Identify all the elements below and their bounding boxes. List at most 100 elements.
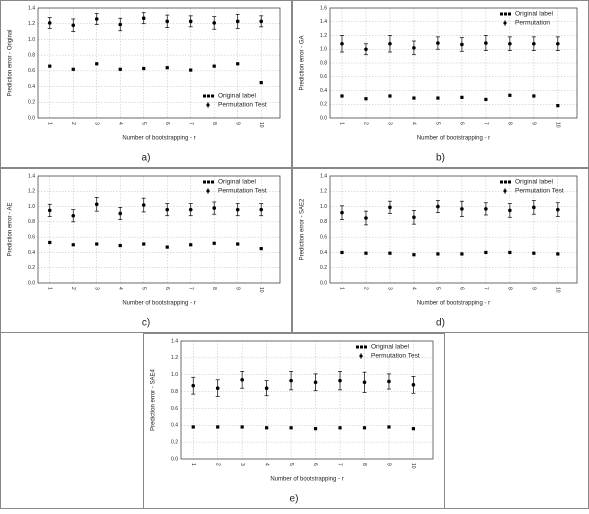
x-tick-label: 9 [531,122,537,125]
point [259,81,263,85]
point [48,240,52,245]
point [340,41,344,46]
y-tick-label: 0.4 [171,423,178,429]
panel-label: d) [436,318,445,329]
panel-border [0,168,292,333]
point [71,67,75,71]
y-tick-label: 0.6 [171,406,178,412]
x-tick-label: 10 [410,463,416,469]
point [215,386,220,391]
point [364,216,368,220]
legend-label: Permutation Test [218,102,267,109]
point [362,426,367,430]
point [71,213,76,218]
y-tick-label: 0.2 [320,265,327,271]
x-axis-label: Number of bootstrapping - r [122,136,195,142]
point [259,207,264,212]
point [338,378,342,383]
point [484,41,488,45]
legend-marker [503,21,507,25]
legend-label: Permutation [515,20,550,27]
point [212,21,217,25]
point [364,97,368,101]
point [212,64,216,68]
point [235,19,240,24]
legend-label: Original label [218,179,256,186]
x-axis-label: Number of bootstrapping - r [417,301,490,307]
point [94,17,99,21]
point [142,242,146,246]
panel-label: e) [290,494,299,505]
point [118,211,123,216]
point [556,252,560,256]
point [236,242,240,246]
y-tick-label: 0.6 [320,74,327,80]
point [340,250,344,255]
panel-label: b) [436,153,445,164]
point [460,95,464,99]
point [118,22,123,27]
y-tick-label: 1.4 [320,19,327,25]
point [340,210,344,215]
y-tick-label: 0.6 [320,234,327,240]
point [364,47,368,52]
point [94,202,99,207]
legend-label: Original label [218,93,256,100]
point [165,66,169,70]
plot-frame [37,7,281,119]
point [412,46,416,50]
point [289,378,293,383]
x-tick-label: 7 [483,287,489,290]
x-axis-label: Number of bootstrapping - r [122,301,195,307]
y-axis-label: Prediction error - SAE4 [151,368,157,430]
point [411,383,416,387]
legend-marker [508,12,511,16]
legend-marker [364,345,367,349]
x-tick-label: 4 [263,463,269,466]
x-tick-label: 10 [258,122,264,128]
y-tick-label: 1.2 [28,21,35,27]
legend-marker [500,180,503,184]
point [508,250,512,255]
x-tick-label: 6 [459,287,465,290]
point [362,380,367,385]
y-tick-label: 0.0 [28,280,35,286]
legend-label: Permutation Test [218,188,267,195]
point [388,41,392,46]
y-tick-label: 0.8 [28,219,35,225]
point [412,96,416,100]
y-tick-label: 1.0 [28,204,35,210]
x-tick-label: 4 [117,287,123,290]
x-tick-label: 4 [411,287,417,290]
y-tick-label: 0.6 [28,68,35,74]
point [364,251,368,255]
point [216,425,220,429]
x-axis-label: Number of bootstrapping - r [270,477,343,483]
x-tick-label: 6 [164,287,170,290]
legend-marker [207,94,210,98]
x-tick-label: 6 [459,122,465,125]
y-tick-label: 1.0 [320,47,327,53]
point [313,380,318,385]
point [141,203,146,207]
y-tick-label: 0.8 [171,389,178,395]
point [436,204,440,209]
y-tick-label: 0.0 [171,456,178,462]
point [240,425,244,429]
point [235,207,240,212]
x-tick-label: 1 [339,287,345,290]
x-tick-label: 5 [140,287,146,290]
point [264,386,269,391]
y-tick-label: 1.4 [320,173,327,179]
legend-label: Original label [515,179,553,186]
legend-marker [500,12,503,16]
y-tick-label: 1.4 [28,5,35,11]
legend-marker [356,345,359,349]
y-tick-label: 1.0 [171,372,178,378]
legend-marker [504,180,507,184]
x-tick-label: 8 [211,287,217,290]
point [532,41,536,46]
x-tick-label: 1 [190,463,196,466]
x-tick-label: 2 [363,122,369,125]
